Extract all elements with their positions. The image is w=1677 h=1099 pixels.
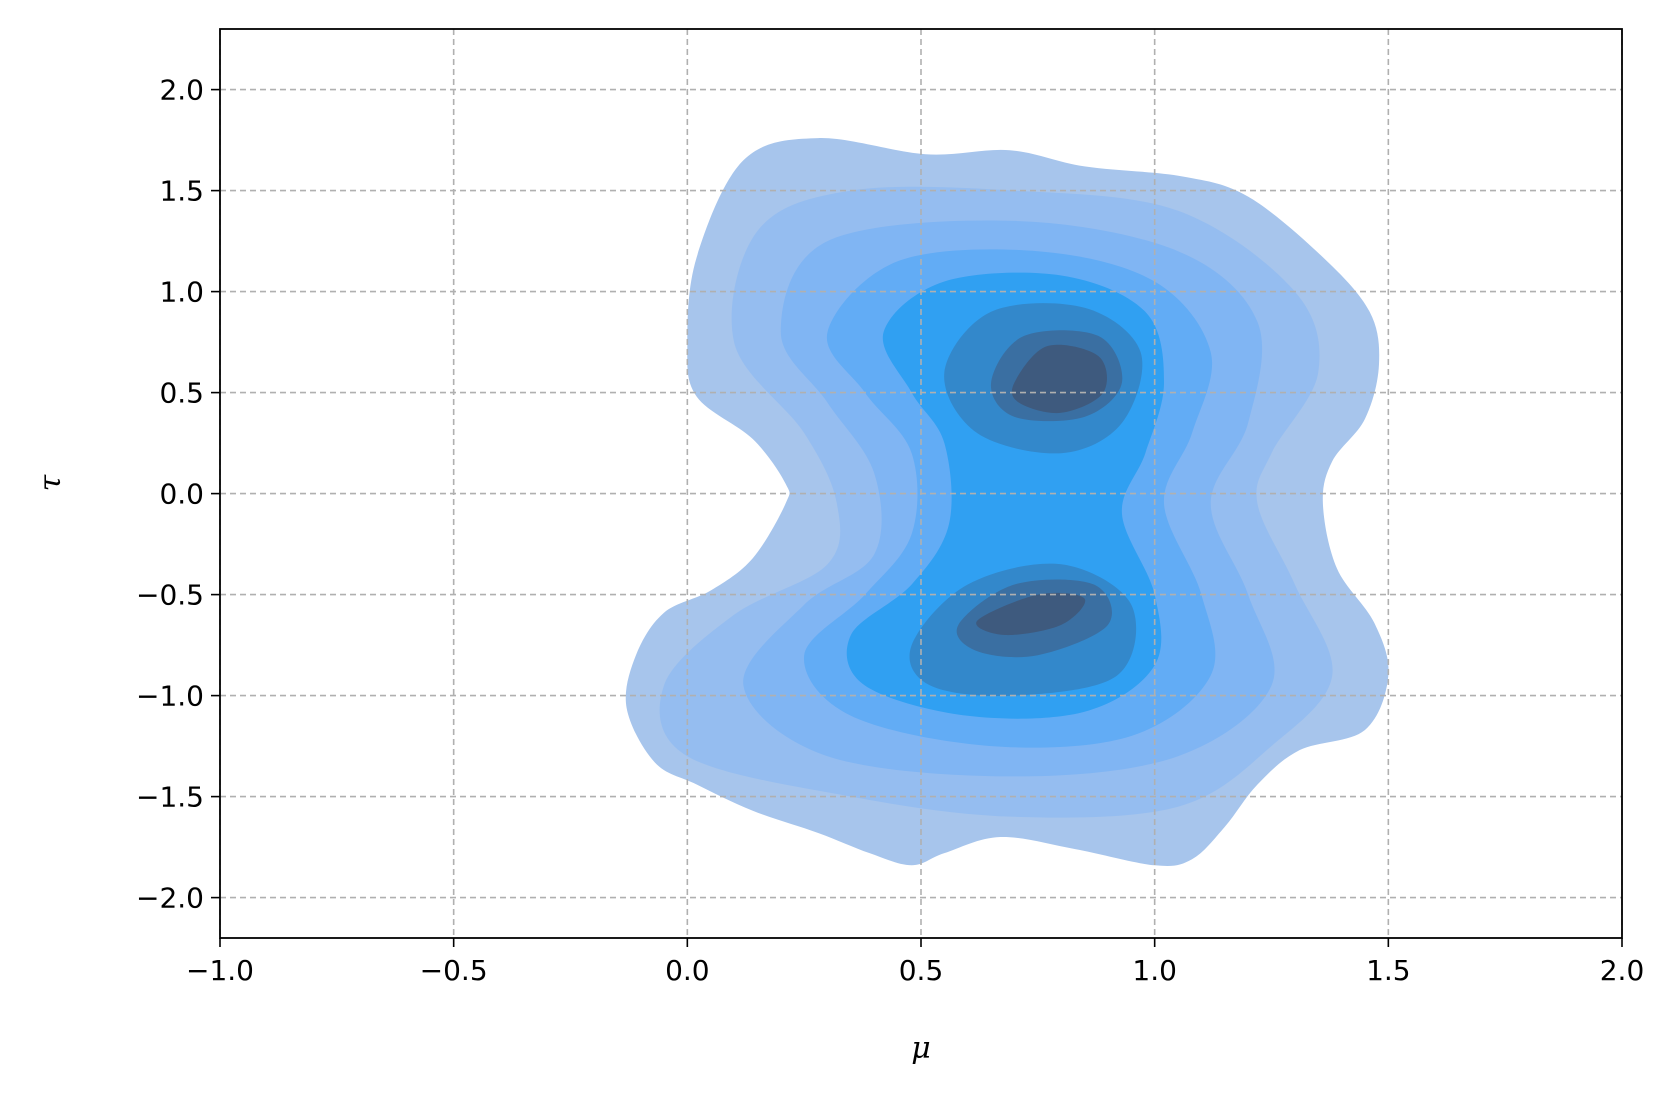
plot-frame [219,28,1623,939]
x-tick-label: 1.5 [1366,954,1411,987]
contour-level [976,592,1086,636]
contour-level [1011,344,1107,414]
x-tick-label: 1.0 [1132,954,1177,987]
x-axis-label: μ [911,1031,931,1066]
y-tick-label: 1.5 [159,175,204,208]
y-tick-label: 0.0 [159,478,204,511]
y-tick-label: 1.0 [159,276,204,309]
x-tick-label: 2.0 [1600,954,1645,987]
x-tick-label: 0.5 [899,954,944,987]
x-tick-label: −1.0 [186,954,254,987]
y-tick-label: −2.0 [136,882,204,915]
x-tick-label: 0.0 [665,954,710,987]
x-tick-label: −0.5 [420,954,488,987]
y-axis-label: τ [33,474,68,491]
y-tick-label: 0.5 [159,377,204,410]
y-tick-label: −1.0 [136,680,204,713]
y-tick-label: −0.5 [136,579,204,612]
y-tick-label: 2.0 [159,74,204,107]
y-tick-label: −1.5 [136,781,204,814]
